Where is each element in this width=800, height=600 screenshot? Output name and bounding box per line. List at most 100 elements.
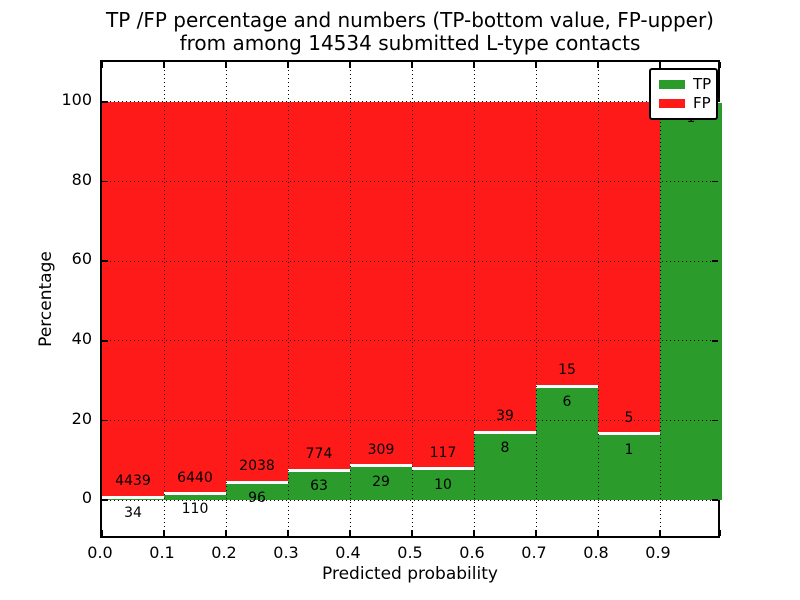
bar-column-0.3-0.4 (288, 101, 350, 501)
bar-label-tp: 1 (624, 441, 634, 458)
legend: TP FP (649, 68, 718, 120)
x-tick-top (101, 62, 103, 68)
bar-column-0.7-0.8 (536, 101, 598, 501)
gridline-v-0.7 (535, 62, 537, 536)
bar-edge (536, 384, 598, 388)
bar-segment-tp (660, 101, 722, 501)
bar-label-tp: 110 (181, 501, 209, 518)
x-tick-top (719, 62, 721, 68)
y-tick-label-80: 80 (71, 169, 92, 189)
bar-column-0.1-0.2 (164, 101, 226, 501)
y-tick-left (102, 180, 108, 183)
gridline-h-60 (102, 260, 718, 262)
x-tick-top (349, 62, 351, 68)
x-tick-bottom (719, 530, 721, 536)
x-tick-top (659, 62, 661, 68)
bar-label-fp: 6440 (177, 469, 213, 486)
bar-label-fp: 5 (624, 409, 634, 426)
bar-segment-fp (350, 101, 412, 466)
x-tick-top (411, 62, 413, 68)
y-tick-label-60: 60 (71, 249, 92, 269)
y-tick-left (102, 101, 108, 103)
y-tick-right (712, 419, 718, 422)
bar-segment-fp (598, 101, 660, 434)
bar-label-fp: 117 (429, 444, 457, 461)
bar-edge (350, 464, 412, 468)
bar-label-fp: 774 (305, 446, 333, 463)
bar-edge (288, 468, 350, 472)
x-tick-top (473, 62, 475, 68)
gridline-v-0.5 (411, 62, 413, 536)
bar-column-0.6-0.7 (474, 101, 536, 501)
bar-edge (598, 432, 660, 436)
bar-segment-fp (474, 101, 536, 433)
x-tick-label-0.8: 0.8 (583, 543, 609, 562)
bar-label-tp: 6 (562, 394, 572, 411)
bar-label-tp: 10 (434, 476, 452, 493)
bar-segment-fp (226, 101, 288, 483)
x-tick-label-0.1: 0.1 (149, 543, 175, 562)
x-tick-label-0.5: 0.5 (397, 543, 423, 562)
chart-title-line2: from among 14534 submitted L-type contac… (179, 31, 641, 55)
x-tick-label-0.0: 0.0 (87, 543, 113, 562)
plot-area: 4439 34 6440 110 2038 96 774 63 309 29 117 10 39 8 15 6… (100, 60, 722, 538)
bar-label-fp: 4439 (115, 473, 151, 490)
y-tick-right (712, 499, 718, 501)
x-tick-top (163, 62, 165, 68)
bar-segment-fp (536, 101, 598, 387)
x-axis-label: Predicted probability (322, 564, 498, 584)
x-tick-bottom (349, 530, 351, 536)
y-tick-left (102, 340, 108, 342)
y-tick-label-0: 0 (81, 488, 92, 508)
x-tick-top (225, 62, 227, 68)
bar-label-fp: 2038 (239, 458, 275, 475)
x-tick-bottom (535, 530, 537, 536)
bar-segment-fp (164, 101, 226, 494)
x-tick-label-0.9: 0.9 (645, 543, 671, 562)
x-tick-label-0.2: 0.2 (211, 543, 237, 562)
bar-edge (102, 495, 164, 499)
bar-label-tp: 34 (124, 505, 142, 522)
bar-label-tp: 8 (500, 440, 510, 457)
bar-segment-tp (350, 465, 412, 501)
y-tick-left (102, 419, 108, 422)
bar-label-tp: 63 (310, 478, 328, 495)
bar-segment-tp (226, 482, 288, 501)
gridline-v-0.4 (349, 62, 351, 536)
x-tick-label-0.7: 0.7 (521, 543, 547, 562)
x-tick-bottom (411, 530, 413, 536)
bar-edge (164, 491, 226, 495)
bar-column-0.8-0.9 (598, 101, 660, 501)
bar-segment-tp (474, 432, 536, 501)
bar-column-0.4-0.5 (350, 101, 412, 501)
x-tick-bottom (225, 530, 227, 536)
legend-label-fp: FP (693, 94, 711, 112)
legend-item-fp: FP (659, 94, 716, 113)
x-tick-label-0.4: 0.4 (335, 543, 361, 562)
chart-title: TP /FP percentage and numbers (TP-bottom… (100, 9, 720, 55)
gridline-v-0.1 (163, 62, 165, 536)
bar-edge (226, 480, 288, 484)
gridline-v-0.8 (597, 62, 599, 536)
y-tick-right (712, 340, 718, 342)
bar-label-fp: 15 (558, 362, 576, 379)
bar-segment-tp (412, 468, 474, 501)
x-tick-bottom (659, 530, 661, 536)
bar-label-fp: 309 (367, 442, 395, 459)
bar-label-tp: 96 (248, 490, 266, 507)
bar-segment-tp (102, 497, 164, 501)
tp-swatch-icon (659, 80, 685, 89)
bar-segment-fp (412, 101, 474, 469)
legend-item-tp: TP (659, 75, 716, 94)
gridline-h-20 (102, 420, 718, 421)
x-tick-bottom (597, 530, 599, 536)
x-tick-bottom (473, 530, 475, 536)
x-tick-bottom (101, 530, 103, 536)
gridline-v-0.3 (287, 62, 289, 536)
bar-column-0.2-0.3 (226, 101, 288, 501)
bar-edge (474, 430, 536, 434)
x-tick-label-0.3: 0.3 (273, 543, 299, 562)
gridline-v-0.2 (225, 62, 227, 536)
y-tick-left (102, 499, 108, 501)
x-tick-bottom (163, 530, 165, 536)
